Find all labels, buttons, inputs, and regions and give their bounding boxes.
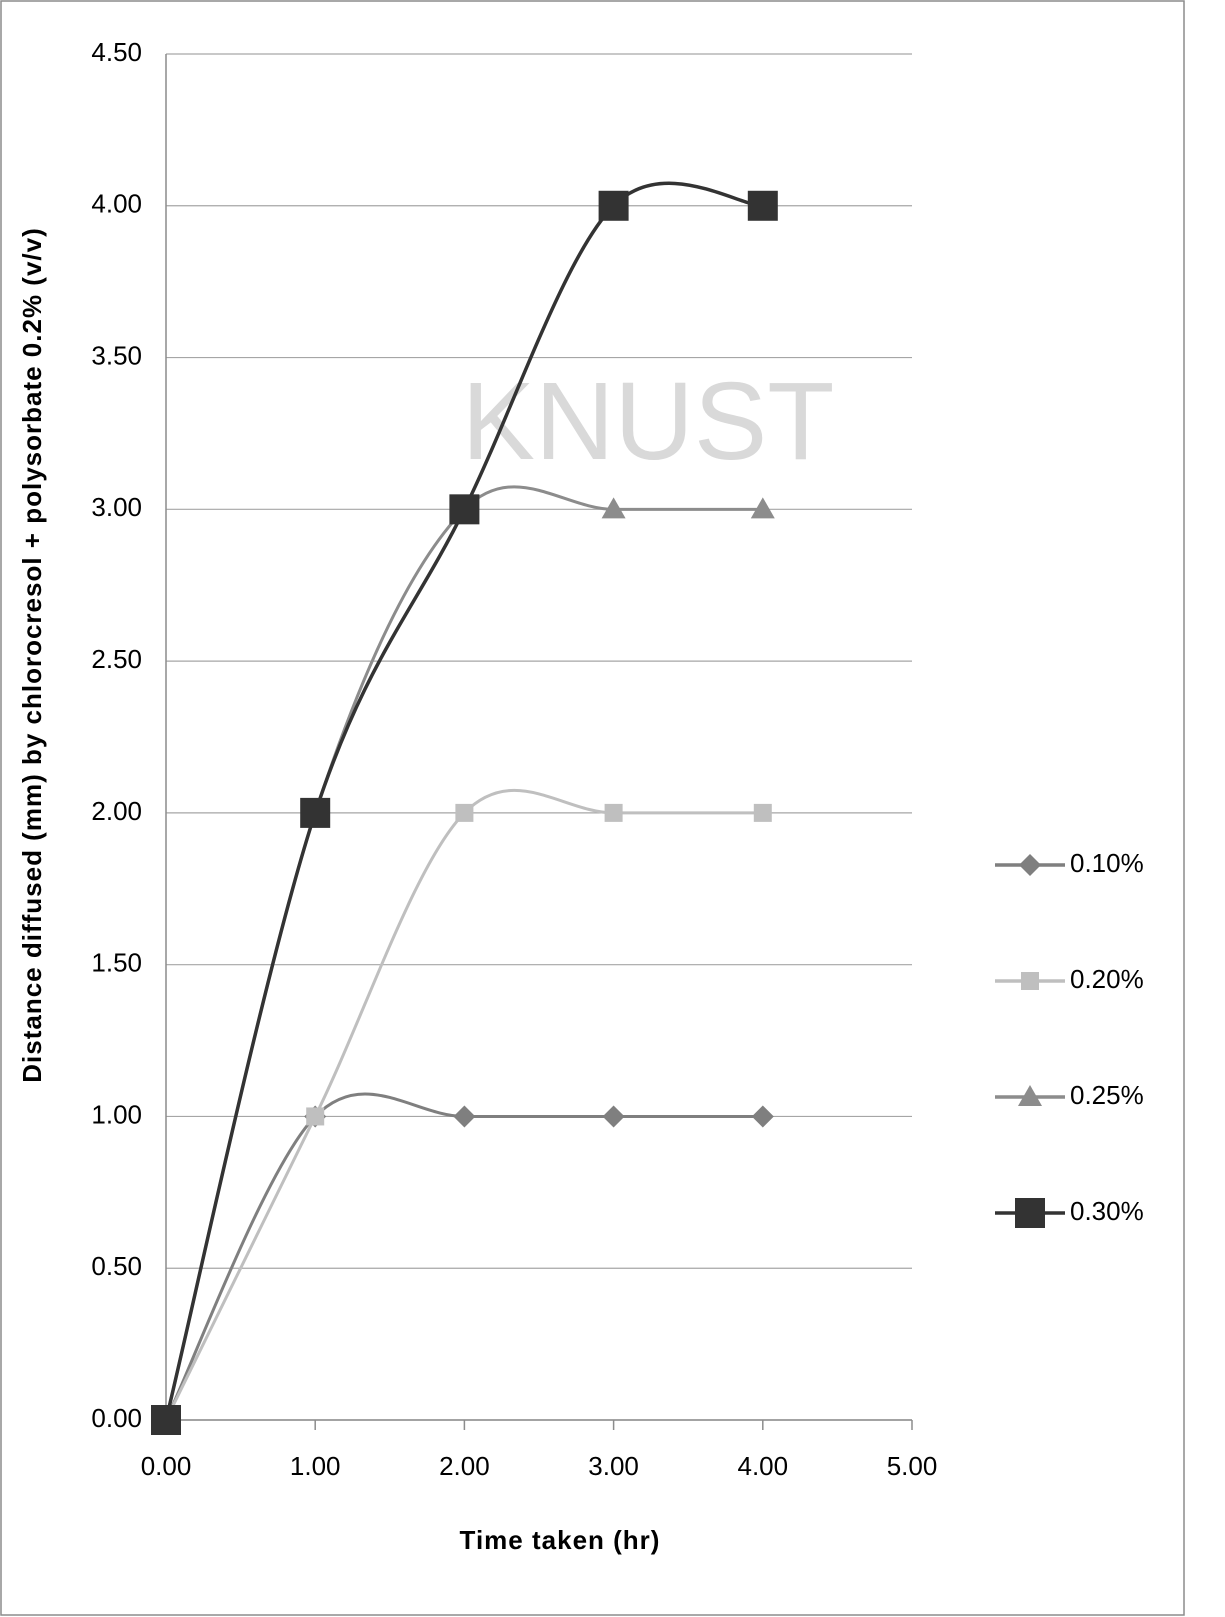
x-axis-label: Time taken (hr)	[460, 1525, 661, 1555]
y-tick-label: 1.50	[91, 948, 142, 978]
x-tick-label: 4.00	[737, 1451, 788, 1481]
legend-marker	[1015, 1198, 1045, 1228]
y-tick-label: 1.00	[91, 1099, 142, 1129]
y-tick-label: 0.00	[91, 1403, 142, 1433]
legend-label: 0.10%	[1070, 848, 1144, 878]
y-tick-label: 2.50	[91, 644, 142, 674]
marker	[750, 497, 775, 519]
x-tick-label: 2.00	[439, 1451, 490, 1481]
y-tick-label: 3.50	[91, 340, 142, 370]
y-tick-label: 4.50	[91, 37, 142, 67]
series-line	[164, 788, 763, 1421]
legend-label: 0.20%	[1070, 964, 1144, 994]
marker	[753, 803, 772, 822]
y-tick-label: 4.00	[91, 189, 142, 219]
legend-label: 0.25%	[1070, 1080, 1144, 1110]
marker	[602, 1105, 625, 1128]
legend-marker	[1021, 972, 1039, 990]
marker	[306, 1107, 325, 1126]
legend-marker	[1018, 1085, 1042, 1106]
marker	[598, 190, 629, 221]
marker	[604, 803, 623, 822]
marker	[455, 803, 474, 822]
marker	[751, 1105, 774, 1128]
marker	[453, 1105, 476, 1128]
marker	[747, 190, 778, 221]
series-line	[164, 1092, 763, 1421]
y-axis-label: Distance diffused (mm) by chlorocresol +…	[17, 227, 47, 1083]
legend-label: 0.30%	[1070, 1196, 1144, 1226]
y-tick-label: 0.50	[91, 1251, 142, 1281]
legend-marker	[1019, 854, 1041, 876]
watermark: KNUST	[462, 360, 835, 483]
x-tick-label: 1.00	[290, 1451, 341, 1481]
marker	[601, 497, 626, 519]
x-tick-label: 3.00	[588, 1451, 639, 1481]
y-tick-label: 2.00	[91, 796, 142, 826]
x-tick-label: 0.00	[141, 1451, 192, 1481]
marker	[151, 1405, 181, 1435]
y-tick-label: 3.00	[91, 492, 142, 522]
x-tick-label: 5.00	[887, 1451, 938, 1481]
marker	[449, 494, 480, 525]
marker	[300, 797, 331, 828]
